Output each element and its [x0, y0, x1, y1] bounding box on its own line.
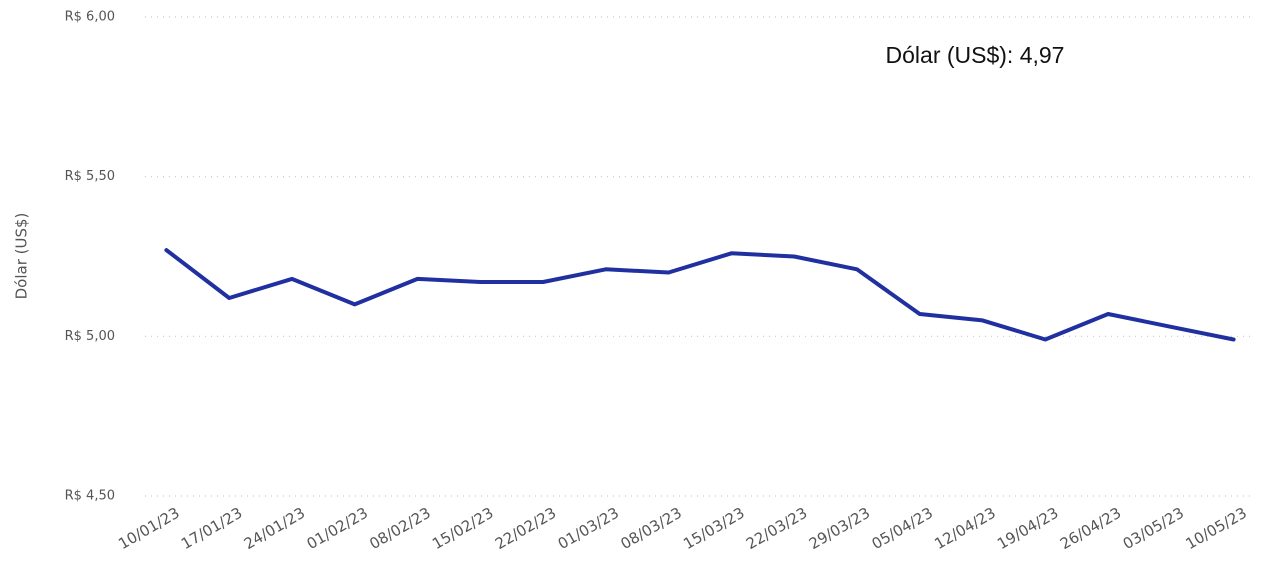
x-tick-label: 12/04/23 [931, 504, 998, 553]
y-tick-label: R$ 5,50 [65, 169, 115, 184]
x-tick-label: 10/05/23 [1183, 504, 1250, 553]
y-tick-label: R$ 4,50 [65, 489, 115, 504]
annotation: Dólar (US$): 4,97 [886, 42, 1065, 68]
x-tick-label: 10/01/23 [115, 504, 182, 553]
x-tick-label: 15/02/23 [429, 504, 496, 553]
x-tick-label: 29/03/23 [806, 504, 873, 553]
x-tick-label: 05/04/23 [869, 504, 936, 553]
x-tick-label: 15/03/23 [680, 504, 747, 553]
x-tick-label: 17/01/23 [178, 504, 245, 553]
x-tick-label: 08/02/23 [366, 504, 433, 553]
x-tick-label: 24/01/23 [241, 504, 308, 553]
x-tick-label: 01/03/23 [555, 504, 622, 553]
line [164, 248, 1236, 342]
x-tick-label: 19/04/23 [994, 504, 1061, 553]
y-axis-title: Dólar (US$) [13, 213, 31, 300]
x-tick-label: 26/04/23 [1057, 504, 1124, 553]
x-tick-label: 03/05/23 [1120, 504, 1187, 553]
x-tick-label: 08/03/23 [618, 504, 685, 553]
y-tick-label: R$ 5,00 [65, 329, 115, 344]
x-tick-label: 22/03/23 [743, 504, 810, 553]
x-tick-label: 01/02/23 [304, 504, 371, 553]
y-tick-label: R$ 6,00 [65, 10, 115, 25]
x-tick-label: 22/02/23 [492, 504, 559, 553]
